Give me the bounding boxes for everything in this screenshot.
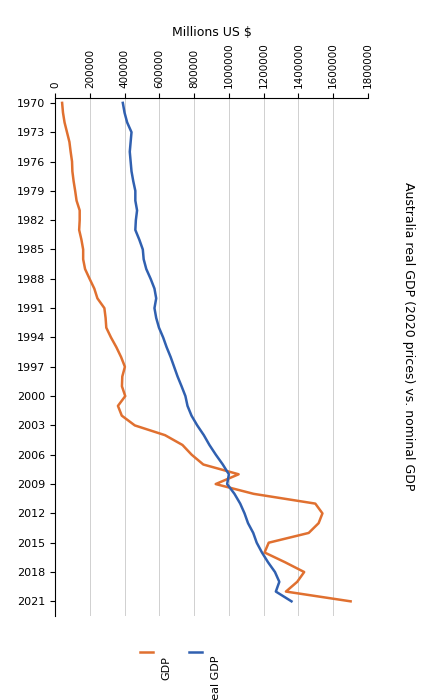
GDP xyxy=(60,99,65,107)
Real GDP xyxy=(266,558,271,566)
GDP xyxy=(132,421,137,430)
GDP xyxy=(108,333,113,342)
Legend: GDP, Real GDP: GDP, Real GDP xyxy=(135,602,225,662)
Real GDP xyxy=(120,99,125,107)
Real GDP xyxy=(289,597,294,606)
X-axis label: Millions US $: Millions US $ xyxy=(172,26,251,38)
GDP xyxy=(348,597,353,606)
GDP xyxy=(283,558,288,566)
Real GDP xyxy=(161,333,166,342)
GDP xyxy=(115,402,121,410)
Real GDP xyxy=(185,402,190,410)
Real GDP xyxy=(148,274,153,283)
Line: GDP: GDP xyxy=(62,103,351,601)
Real GDP xyxy=(128,138,133,146)
Text: Australia real GDP (2020 prices) vs. nominal GDP: Australia real GDP (2020 prices) vs. nom… xyxy=(402,182,415,490)
Line: Real GDP: Real GDP xyxy=(123,103,291,601)
GDP xyxy=(87,274,92,283)
GDP xyxy=(67,138,72,146)
Real GDP xyxy=(195,421,200,430)
